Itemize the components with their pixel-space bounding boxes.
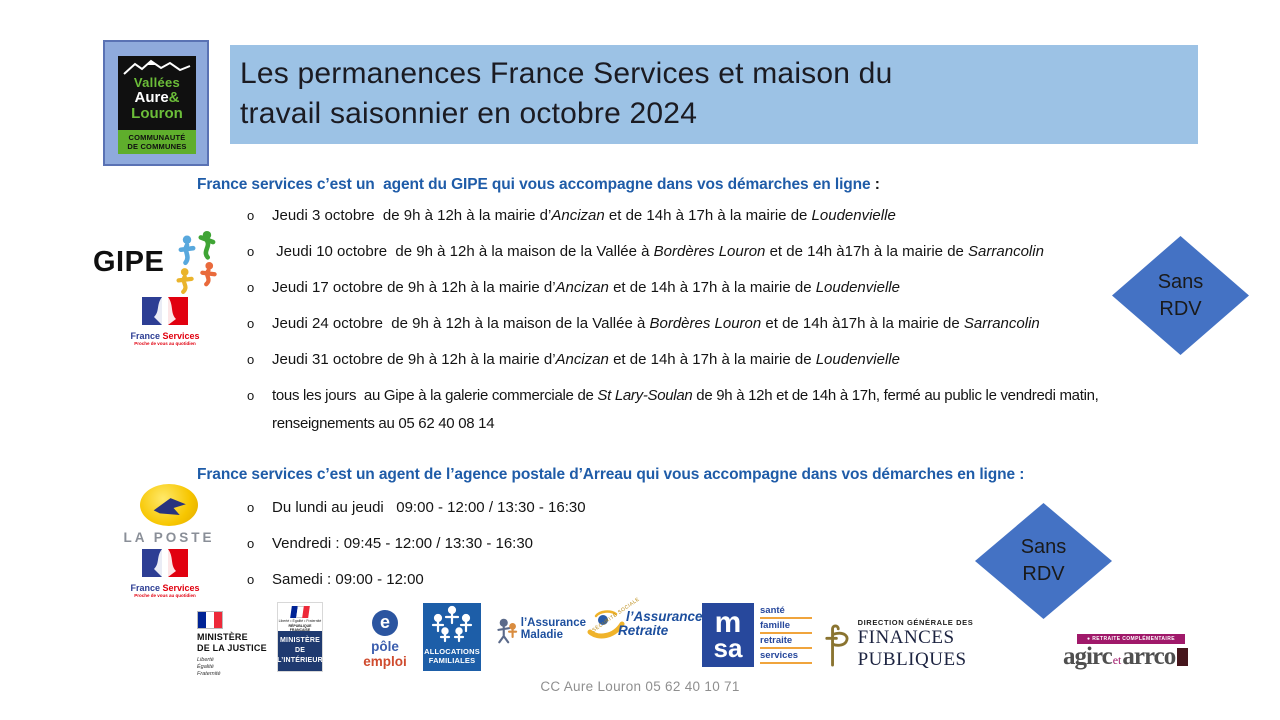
france-services-logo: France Services Proche de vous au quotid… bbox=[127, 549, 203, 599]
france-services-tagline: Proche de vous au quotidien bbox=[134, 593, 196, 598]
marianne-flag-icon bbox=[142, 297, 188, 325]
motto-text: Liberté Égalité Fraternité bbox=[197, 657, 221, 677]
msa-box: m sa bbox=[702, 603, 754, 667]
gipe-logo: GIPE bbox=[93, 221, 218, 303]
french-flag-icon bbox=[290, 606, 310, 618]
list-item: o tous les jours au Gipe à la galerie com… bbox=[247, 387, 1103, 432]
figures-icon bbox=[497, 618, 518, 644]
org-name-line3: Louron bbox=[131, 105, 183, 122]
ministere-interieur-logo: Liberté • Égalité • Fraternité RÉPUBLIQU… bbox=[277, 602, 323, 672]
list-item: o Jeudi 31 octobre de 9h à 12h à la mairi… bbox=[247, 351, 900, 368]
france-services-logo: France Services Proche de vous au quotid… bbox=[127, 297, 203, 347]
section2-heading: France services c’est un agent de l’agen… bbox=[197, 466, 1025, 483]
section1-bullet-list: o Jeudi 3 octobre de 9h à 12h à la mairie… bbox=[245, 202, 1195, 446]
agirc-end-block bbox=[1177, 648, 1189, 666]
la-poste-logo: LA POSTE bbox=[113, 484, 225, 545]
msa-logo: m sa santé famille retraite services bbox=[702, 603, 812, 667]
section1-heading: France services c’est un agent du GIPE q… bbox=[197, 176, 880, 193]
swoosh-figure-icon bbox=[587, 610, 625, 639]
assurance-retraite-logo: SÉCURITÉ SOCIALE l’Assurance Retraite bbox=[586, 596, 708, 642]
gipe-figures-icon bbox=[176, 230, 218, 295]
assurance-maladie-text: l’Assurance Maladie bbox=[520, 617, 586, 641]
msa-words: santé famille retraite services bbox=[760, 603, 812, 667]
finances-publiques-logo: DIRECTION GÉNÉRALE DES FINANCES PUBLIQUE… bbox=[823, 618, 1059, 671]
title-banner: Les permanences France Services et maiso… bbox=[230, 45, 1198, 144]
dgfip-text: DIRECTION GÉNÉRALE DES FINANCES PUBLIQUE… bbox=[857, 618, 974, 670]
list-item: o Vendredi : 09:45 - 12:00 / 13:30 - 16:3… bbox=[247, 535, 534, 552]
org-name-line1: Vallées bbox=[133, 75, 181, 90]
org-band: COMMUNAUTÉ DE COMMUNES bbox=[118, 130, 196, 154]
slide-title-line1: Les permanences France Services et maiso… bbox=[240, 57, 893, 90]
pole-emploi-logo: e pôle emploi bbox=[348, 610, 422, 669]
france-services-tagline: Proche de vous au quotidien bbox=[134, 341, 196, 346]
list-item: o Du lundi au jeudi 09:00 - 12:00 / 13:30… bbox=[247, 499, 586, 516]
la-poste-ellipse bbox=[140, 484, 198, 526]
assurance-maladie-logo: l’Assurance Maladie bbox=[494, 613, 586, 645]
assurance-retraite-text: l’Assurance Retraite bbox=[618, 609, 703, 638]
france-services-name: France Services bbox=[130, 331, 200, 341]
list-item: o Samedi : 09:00 - 12:00 bbox=[247, 571, 424, 588]
marianne-flag-icon bbox=[142, 549, 188, 577]
gipe-logo-text: GIPE bbox=[93, 245, 165, 278]
la-poste-text: LA POSTE bbox=[123, 530, 215, 545]
family-figures-icon bbox=[431, 605, 473, 643]
list-item: o Jeudi 3 octobre de 9h à 12h à la mairie… bbox=[247, 207, 896, 224]
list-item: o Jeudi 17 octobre de 9h à 12h à la mairi… bbox=[247, 279, 900, 296]
france-services-name: France Services bbox=[130, 583, 200, 593]
sans-rdv-badge: Sans RDV bbox=[975, 503, 1112, 619]
agirc-arrco-logo: ● RETRAITE COMPLÉMENTAIRE agirc et arrco bbox=[1063, 634, 1191, 670]
pole-emploi-text: pôle emploi bbox=[363, 639, 407, 669]
section2-bullet-list: o Du lundi au jeudi 09:00 - 12:00 / 13:30… bbox=[245, 494, 945, 602]
ministere-justice-logo: MINISTÈRE DE LA JUSTICE Liberté Égalité … bbox=[197, 611, 289, 678]
aure-louron-logo-inner: Vallées Aure& Louron bbox=[118, 56, 196, 130]
aure-louron-logo: Vallées Aure& Louron COMMUNAUTÉ DE COMMU… bbox=[103, 40, 209, 166]
dgfip-monogram-icon bbox=[825, 624, 849, 666]
ampersand: & bbox=[168, 89, 180, 106]
list-item: o Jeudi 10 octobre de 9h à 12h à la mais… bbox=[247, 243, 1044, 260]
org-name-line2: Aure& bbox=[134, 89, 180, 106]
heading-colon: : bbox=[870, 176, 880, 193]
bird-icon bbox=[153, 498, 186, 515]
slide-title-line2: travail saisonnier en octobre 2024 bbox=[240, 97, 698, 130]
ministere-interieur-label: MINISTÈRE DE L’INTÉRIEUR bbox=[277, 631, 323, 671]
list-item: o Jeudi 24 octobre de 9h à 12h à la maiso… bbox=[247, 315, 1040, 332]
mountain-icon bbox=[123, 59, 191, 75]
pole-emploi-e-icon: e bbox=[372, 610, 398, 636]
footer-contact: CC Aure Louron 05 62 40 10 71 bbox=[540, 679, 740, 694]
allocations-familiales-logo: ALLOCATIONS FAMILIALES bbox=[423, 603, 481, 671]
french-flag-icon bbox=[197, 611, 223, 629]
agirc-banner: ● RETRAITE COMPLÉMENTAIRE bbox=[1077, 634, 1185, 644]
